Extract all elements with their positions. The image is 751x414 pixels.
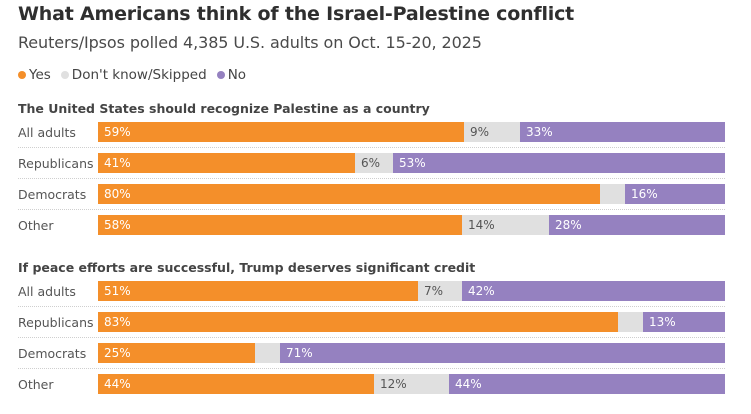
data-label: 41%	[104, 156, 131, 170]
data-label: 42%	[468, 284, 495, 298]
data-label: 9%	[470, 125, 490, 139]
data-label: 44%	[455, 377, 482, 391]
chart-subtitle: Reuters/Ipsos polled 4,385 U.S. adults o…	[18, 33, 482, 52]
stacked-bar: 80% 16%	[98, 184, 725, 204]
row-separator	[18, 147, 725, 148]
bar-segment-yes: 58%	[98, 215, 462, 235]
data-label: 71%	[286, 346, 313, 360]
data-label: 53%	[399, 156, 426, 170]
row-separator	[18, 178, 725, 179]
bar-segment-no: 13%	[643, 312, 725, 332]
bar-segment-yes: 41%	[98, 153, 355, 173]
bar-segment-no: 71%	[280, 343, 725, 363]
bar-segment-yes: 25%	[98, 343, 255, 363]
row-label: Other	[18, 377, 54, 392]
row-label: Democrats	[18, 187, 87, 202]
data-label: 33%	[526, 125, 553, 139]
stacked-bar: 51% 7% 42%	[98, 281, 725, 301]
data-label: 28%	[555, 218, 582, 232]
data-label: 83%	[104, 315, 131, 329]
data-label: 13%	[649, 315, 676, 329]
row-label: Other	[18, 218, 54, 233]
data-label: 25%	[104, 346, 131, 360]
bar-segment-don-t-know-skipped	[255, 343, 280, 363]
data-label: 14%	[468, 218, 495, 232]
legend-label-yes: Yes	[29, 67, 51, 83]
legend-item-yes: Yes	[18, 67, 51, 83]
bar-segment-yes: 59%	[98, 122, 464, 142]
legend-item-dont-know: Don't know/Skipped	[60, 67, 207, 83]
bar-segment-don-t-know-skipped: 14%	[462, 215, 549, 235]
bar-segment-don-t-know-skipped: 7%	[418, 281, 462, 301]
stacked-bar: 41% 6% 53%	[98, 153, 725, 173]
data-label: 12%	[380, 377, 407, 391]
data-label: 6%	[361, 156, 381, 170]
data-label: 59%	[104, 125, 131, 139]
section-title: If peace efforts are successful, Trump d…	[18, 260, 476, 275]
row-label: Republicans	[18, 315, 94, 330]
bar-segment-no: 44%	[449, 374, 725, 394]
bar-segment-don-t-know-skipped: 6%	[355, 153, 393, 173]
legend-label-dont-know: Don't know/Skipped	[71, 67, 207, 83]
row-separator	[18, 337, 725, 338]
bar-segment-don-t-know-skipped: 9%	[464, 122, 520, 142]
bar-segment-don-t-know-skipped: 12%	[374, 374, 449, 394]
data-label: 7%	[424, 284, 444, 298]
legend-swatch-dont-know	[60, 71, 69, 79]
data-label: 16%	[631, 187, 658, 201]
row-label: All adults	[18, 125, 76, 140]
data-label: 80%	[104, 187, 131, 201]
data-label: 51%	[104, 284, 131, 298]
bar-segment-yes: 51%	[98, 281, 418, 301]
legend-swatch-yes	[18, 71, 26, 79]
row-label: All adults	[18, 284, 76, 299]
bar-segment-no: 42%	[462, 281, 725, 301]
chart-title: What Americans think of the Israel-Pales…	[18, 3, 575, 25]
row-label: Democrats	[18, 346, 87, 361]
section-title: The United States should recognize Pales…	[18, 101, 430, 116]
bar-segment-yes: 80%	[98, 184, 600, 204]
bar-segment-don-t-know-skipped	[618, 312, 643, 332]
bar-segment-no: 53%	[393, 153, 725, 173]
bar-segment-no: 28%	[549, 215, 725, 235]
data-label: 58%	[104, 218, 131, 232]
bar-segment-don-t-know-skipped	[600, 184, 625, 204]
legend-item-no: No	[216, 67, 247, 83]
bar-segment-no: 16%	[625, 184, 725, 204]
legend-label-no: No	[227, 67, 247, 83]
bar-segment-yes: 83%	[98, 312, 618, 332]
data-label: 44%	[104, 377, 131, 391]
bar-segment-yes: 44%	[98, 374, 374, 394]
legend: Yes Don't know/Skipped No	[18, 67, 256, 83]
stacked-bar: 44% 12% 44%	[98, 374, 725, 394]
row-label: Republicans	[18, 156, 94, 171]
row-separator	[18, 209, 725, 210]
stacked-bar: 25% 71%	[98, 343, 725, 363]
stacked-bar: 58% 14% 28%	[98, 215, 725, 235]
stacked-bar: 83% 13%	[98, 312, 725, 332]
stacked-bar: 59% 9% 33%	[98, 122, 725, 142]
row-separator	[18, 306, 725, 307]
row-separator	[18, 368, 725, 369]
bar-segment-no: 33%	[520, 122, 725, 142]
legend-swatch-no	[216, 71, 225, 79]
